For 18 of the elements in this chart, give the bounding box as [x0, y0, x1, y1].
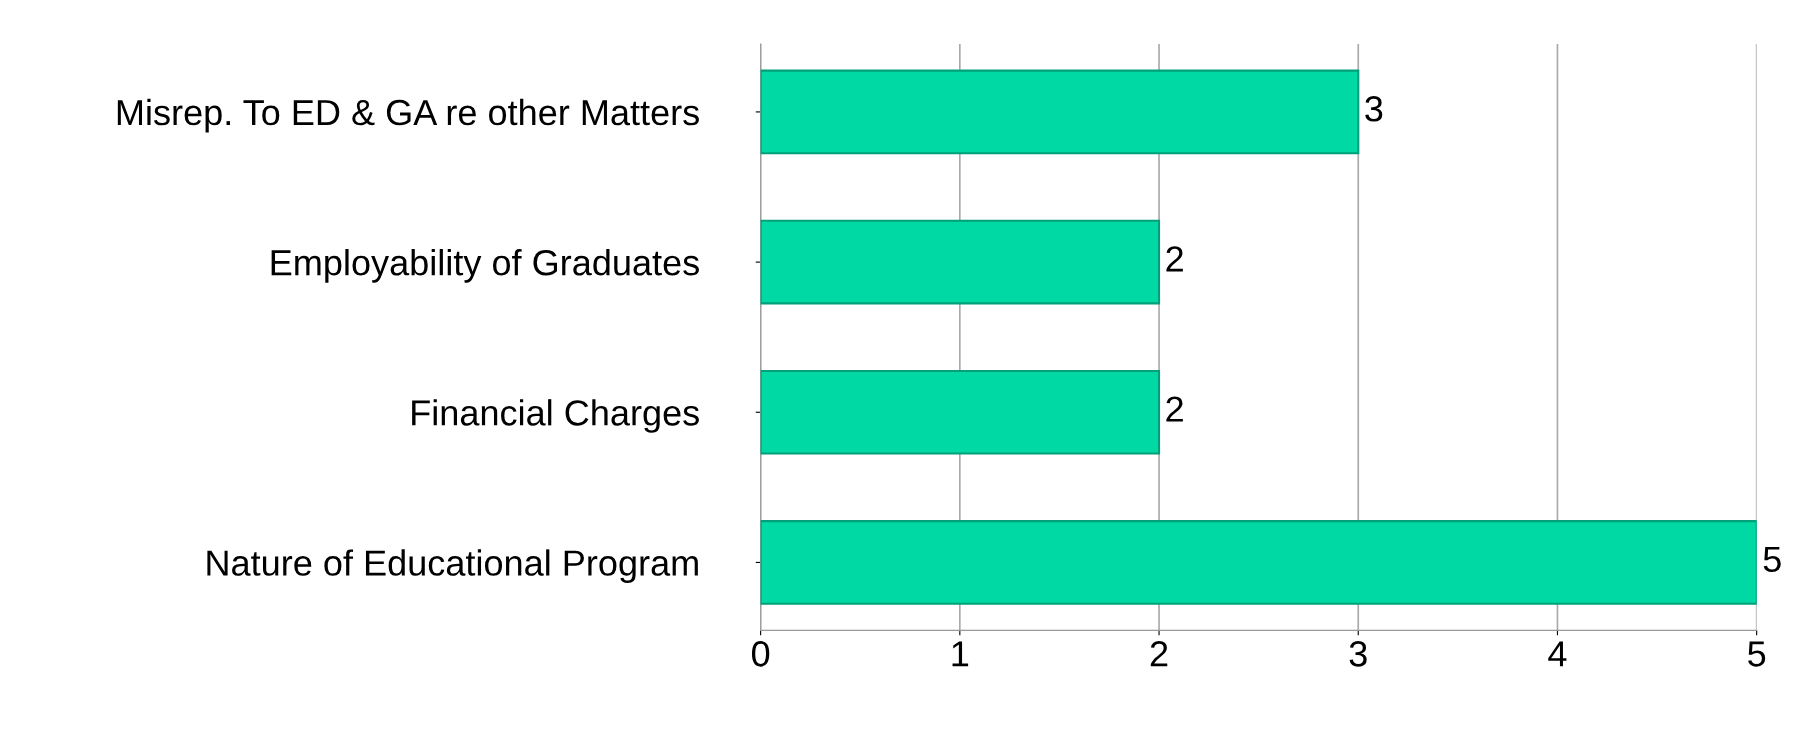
y-tick-label: Employability of Graduates [271, 249, 699, 283]
x-tick-label: 2 [1150, 641, 1168, 667]
x-tick-label: 5 [1748, 641, 1766, 667]
data-label: 2 [1166, 246, 1183, 272]
data-label: 5 [1763, 546, 1781, 573]
y-tick-label: Financial Charges [412, 399, 699, 433]
x-tick-label: 3 [1349, 641, 1367, 667]
x-tick-label: 4 [1548, 641, 1567, 667]
x-tick-label: 1 [952, 641, 969, 667]
x-tick-label: 0 [751, 641, 770, 667]
data-label: 2 [1166, 396, 1183, 422]
y-tick-label: Misrep. To ED & GA re other Matters [117, 98, 699, 133]
data-label: 3 [1365, 96, 1383, 122]
bar [760, 369, 1161, 455]
y-tick-label: Nature of Educational Program [207, 549, 698, 584]
bar [760, 219, 1161, 305]
bar [760, 69, 1360, 155]
bar [760, 520, 1757, 605]
